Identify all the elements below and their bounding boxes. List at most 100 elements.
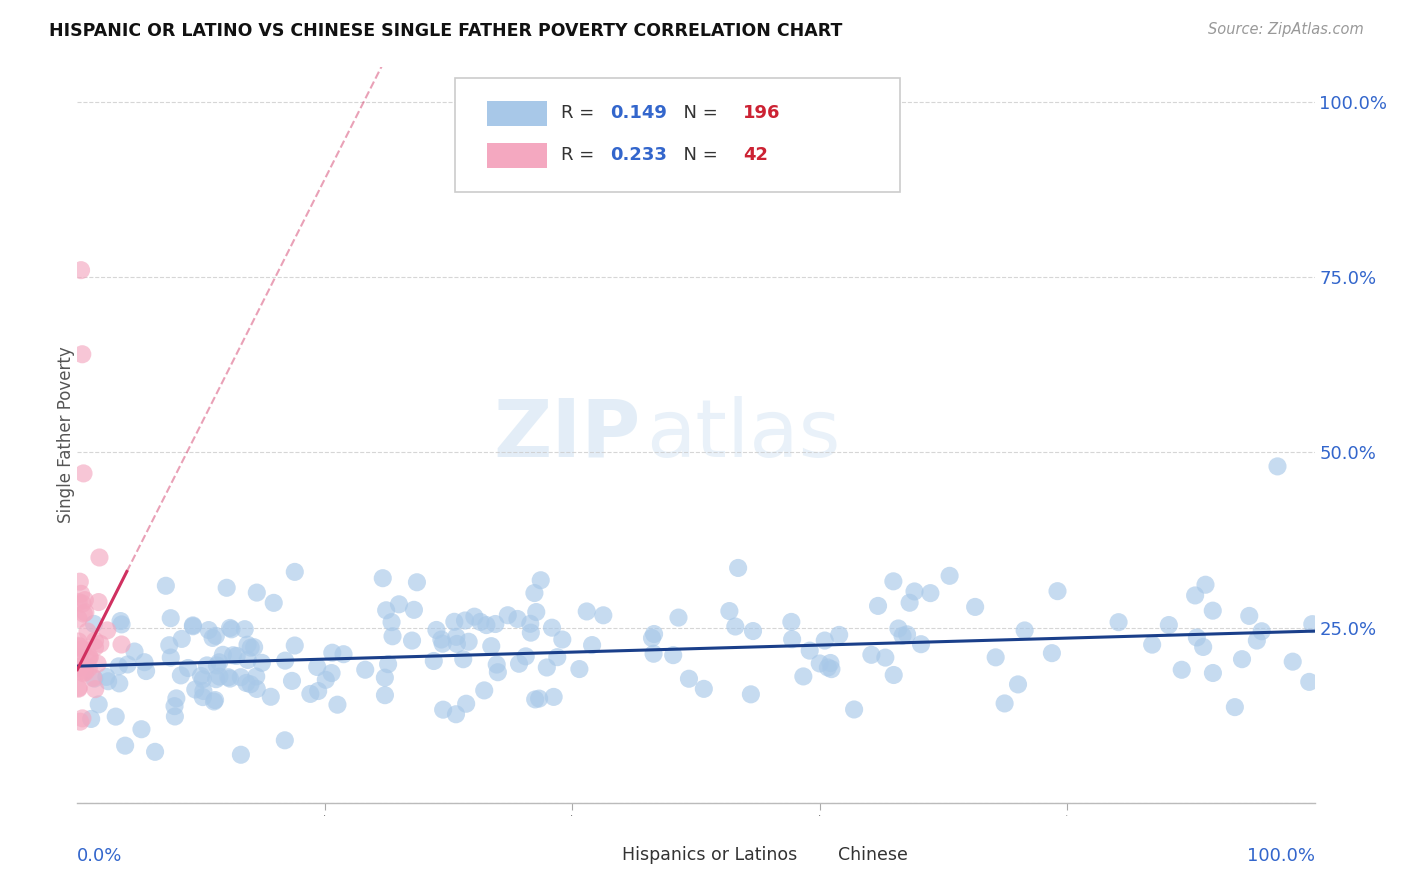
Point <box>820 662 842 676</box>
Point <box>67 634 90 648</box>
Point <box>1157 618 1180 632</box>
Point <box>1246 633 1268 648</box>
Point <box>83 616 105 631</box>
Point <box>456 697 478 711</box>
Point <box>73 607 96 621</box>
Point <box>866 599 889 613</box>
Point <box>67 664 90 678</box>
Point <box>219 672 242 686</box>
Point <box>281 673 304 688</box>
Point <box>124 644 146 658</box>
Point <box>920 586 942 600</box>
Point <box>994 697 1017 711</box>
Point <box>163 709 186 723</box>
Point <box>718 604 741 618</box>
Point <box>374 671 396 685</box>
Point <box>72 711 94 725</box>
Point <box>110 638 132 652</box>
Point <box>496 608 519 623</box>
Point <box>374 688 396 702</box>
Point <box>191 690 214 705</box>
Point <box>235 676 257 690</box>
Text: R =: R = <box>561 146 600 164</box>
Point <box>73 593 96 607</box>
Point <box>321 666 343 681</box>
Text: ZIP: ZIP <box>494 396 640 474</box>
Point <box>284 639 307 653</box>
Point <box>380 615 402 629</box>
Text: 0.0%: 0.0% <box>77 847 122 865</box>
Point <box>882 574 904 589</box>
Point <box>307 660 329 674</box>
Point <box>814 633 837 648</box>
Y-axis label: Single Father Poverty: Single Father Poverty <box>58 346 75 524</box>
Point <box>72 666 94 681</box>
Point <box>70 263 93 277</box>
Text: R =: R = <box>561 104 600 122</box>
Point <box>1250 624 1272 639</box>
Point <box>463 609 485 624</box>
Point <box>475 618 498 632</box>
Point <box>170 632 193 646</box>
Point <box>212 648 235 662</box>
Point <box>215 581 238 595</box>
Point <box>159 611 181 625</box>
Point <box>69 659 91 673</box>
Point <box>205 629 228 643</box>
Point <box>250 656 273 670</box>
Point <box>87 698 110 712</box>
Point <box>236 638 259 652</box>
Point <box>780 632 803 647</box>
Point <box>828 628 851 642</box>
Point <box>69 574 91 589</box>
Point <box>77 651 100 665</box>
Point <box>1298 674 1320 689</box>
Point <box>887 622 910 636</box>
Point <box>75 665 97 679</box>
Point <box>307 684 329 698</box>
Point <box>299 687 322 701</box>
Point <box>508 657 530 671</box>
Point <box>67 612 90 626</box>
Point <box>321 646 343 660</box>
Point <box>72 665 94 679</box>
Point <box>165 691 187 706</box>
Point <box>472 683 495 698</box>
Point <box>96 670 118 684</box>
Point <box>727 561 749 575</box>
Point <box>486 665 509 680</box>
Point <box>263 596 285 610</box>
Point <box>332 647 354 661</box>
Point <box>896 627 918 641</box>
Point <box>205 672 228 686</box>
Point <box>883 668 905 682</box>
Point <box>208 655 231 669</box>
Point <box>444 707 467 722</box>
Point <box>432 637 454 651</box>
Point <box>208 669 231 683</box>
Point <box>740 687 762 701</box>
Point <box>678 672 700 686</box>
Point <box>202 694 225 708</box>
Point <box>742 624 765 638</box>
Point <box>89 550 111 565</box>
Point <box>780 615 803 629</box>
Point <box>96 624 118 638</box>
Point <box>1223 700 1246 714</box>
Point <box>1202 665 1225 680</box>
Point <box>506 612 529 626</box>
Point <box>84 633 107 648</box>
Point <box>446 630 468 644</box>
Point <box>1185 631 1208 645</box>
Point <box>181 618 204 632</box>
Point <box>524 692 547 706</box>
Point <box>67 650 90 665</box>
Point <box>423 654 446 668</box>
Point <box>195 658 218 673</box>
Point <box>875 650 897 665</box>
Point <box>641 631 664 645</box>
Text: HISPANIC OR LATINO VS CHINESE SINGLE FATHER POVERTY CORRELATION CHART: HISPANIC OR LATINO VS CHINESE SINGLE FAT… <box>49 22 842 40</box>
Point <box>204 693 226 707</box>
Point <box>84 640 107 655</box>
Point <box>1194 578 1216 592</box>
